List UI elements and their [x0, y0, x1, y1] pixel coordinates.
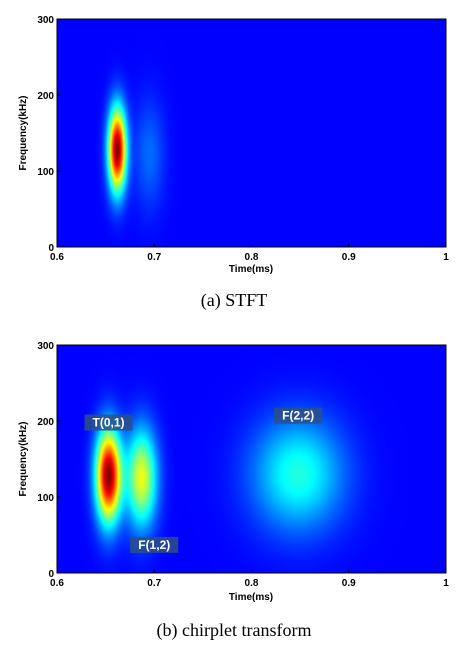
x-tick-label: 0.8 — [245, 252, 259, 263]
x-tick-label: 0.6 — [50, 578, 64, 589]
x-axis-label-stft: Time(ms) — [229, 264, 273, 275]
annotation-label: F(2,2) — [282, 409, 314, 423]
caption-stft: (a) STFT — [201, 290, 268, 311]
x-tick-label: 0.9 — [342, 578, 356, 589]
x-tick-label: 1 — [443, 578, 449, 589]
y-tick-label: 100 — [37, 493, 54, 504]
y-ticks-chirplet: 0 100 200 300 — [37, 341, 61, 580]
y-tick-label: 0 — [48, 569, 54, 580]
panel-stft: 0.6 0.7 0.8 0.9 1 0 100 200 300 Time(ms) Freque… — [18, 15, 449, 311]
x-tick-label: 0.7 — [147, 578, 161, 589]
x-tick-label: 0.7 — [147, 252, 161, 263]
annotation-bg — [274, 407, 323, 424]
x-ticks-chirplet: 0.6 0.7 0.8 0.9 1 — [50, 569, 449, 589]
annotation-label: F(1,2) — [138, 538, 170, 552]
annotation-bg — [130, 536, 179, 553]
y-tick-label: 200 — [37, 91, 54, 102]
x-tick-label: 1 — [443, 252, 449, 263]
y-tick-label: 300 — [37, 341, 54, 352]
heatmap-chirplet — [57, 345, 446, 573]
y-tick-label: 0 — [48, 243, 54, 254]
x-axis-label-chirplet: Time(ms) — [229, 592, 273, 603]
x-tick-label: 0.6 — [50, 252, 64, 263]
x-tick-label: 0.8 — [245, 578, 259, 589]
y-tick-label: 200 — [37, 417, 54, 428]
annotations-chirplet: T(0,1) F(1,2) F(2,2) — [84, 407, 323, 553]
y-tick-label: 300 — [37, 15, 54, 26]
caption-chirplet: (b) chirplet transform — [157, 620, 312, 641]
x-ticks-stft: 0.6 0.7 0.8 0.9 1 — [50, 243, 449, 263]
panel-chirplet: 0.6 0.7 0.8 0.9 1 0 100 200 300 T(0,1) F(1,2) F(2… — [18, 341, 449, 641]
y-axis-label-chirplet: Frequency(kHz) — [18, 421, 29, 496]
heatmap-stft — [57, 19, 446, 247]
x-tick-label: 0.9 — [342, 252, 356, 263]
y-tick-label: 100 — [37, 167, 54, 178]
y-axis-label-stft: Frequency(kHz) — [18, 95, 29, 170]
annotation-bg — [84, 414, 133, 431]
annotation-label: T(0,1) — [93, 416, 125, 430]
y-ticks-stft: 0 100 200 300 — [37, 15, 61, 254]
